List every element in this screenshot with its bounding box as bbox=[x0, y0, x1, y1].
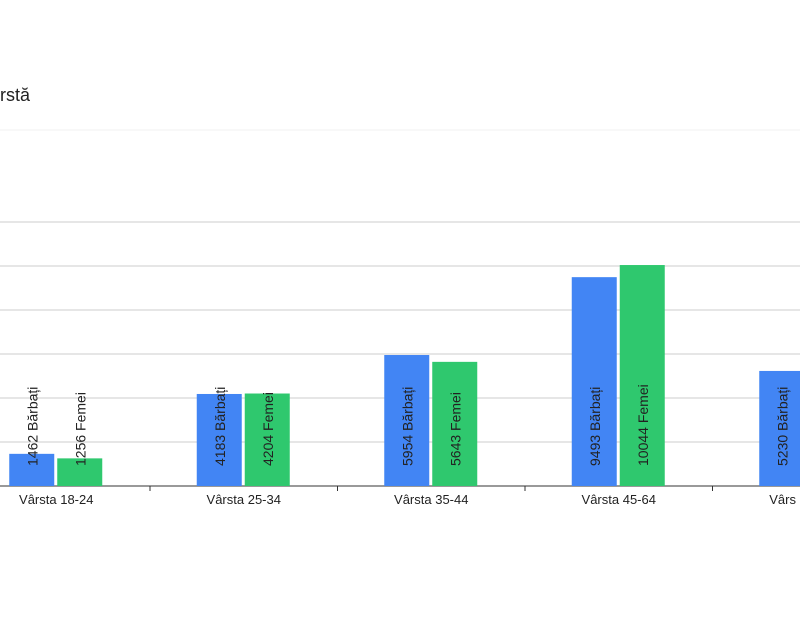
data-label: 5954 Bărbați bbox=[399, 387, 415, 466]
data-label: 10044 Femei bbox=[635, 384, 651, 466]
data-label: 4183 Bărbați bbox=[212, 387, 228, 466]
x-tick-label: Vârsta 45-64 bbox=[582, 492, 656, 507]
bar bbox=[759, 370, 800, 486]
bar bbox=[571, 277, 617, 486]
data-label: 4204 Femei bbox=[260, 392, 276, 466]
bar bbox=[9, 453, 55, 486]
bar bbox=[619, 265, 665, 486]
data-label: 1462 Bărbați bbox=[24, 387, 40, 466]
bar bbox=[57, 458, 103, 486]
bar bbox=[432, 361, 478, 486]
bar bbox=[244, 393, 290, 486]
data-label: 5230 Bărbați bbox=[774, 387, 790, 466]
bar bbox=[384, 355, 430, 486]
data-label: 5643 Femei bbox=[447, 392, 463, 466]
x-tick-label: Vârsta 18-24 bbox=[19, 492, 93, 507]
x-tick-label: Vârsta 35-44 bbox=[394, 492, 468, 507]
chart-title: rstă bbox=[0, 85, 31, 105]
bar bbox=[196, 393, 242, 486]
x-tick-label: Vârsta 25-34 bbox=[207, 492, 281, 507]
data-label: 1256 Femei bbox=[72, 392, 88, 466]
data-label: 9493 Bărbați bbox=[587, 387, 603, 466]
x-tick-label: Vârs bbox=[769, 492, 796, 507]
